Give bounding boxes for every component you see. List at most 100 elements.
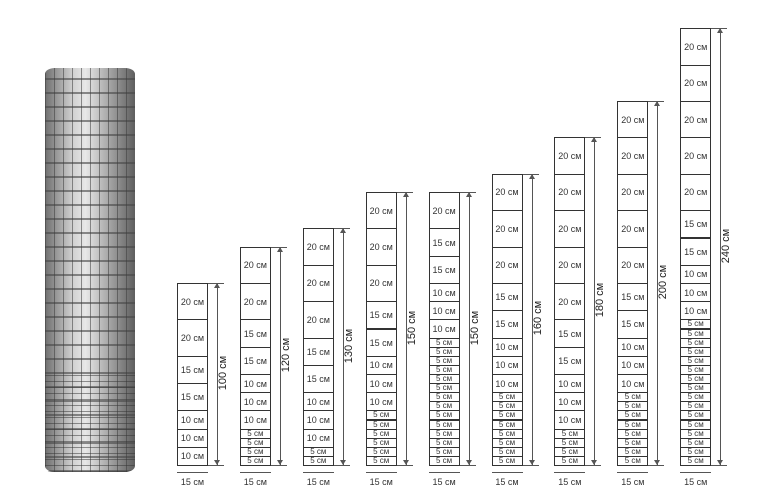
height-label: 160 см bbox=[531, 301, 544, 336]
mesh-cell: 10 см bbox=[302, 410, 334, 430]
width-dimension-arrow bbox=[302, 472, 334, 473]
mesh-cell: 10 см bbox=[239, 410, 271, 430]
mesh-cell: 10 см bbox=[239, 374, 271, 394]
mesh-cell: 15 см bbox=[680, 210, 712, 239]
dimension-tick-bottom bbox=[585, 465, 602, 466]
mesh-cell: 5 см bbox=[491, 455, 523, 466]
mesh-cell: 20 см bbox=[554, 137, 586, 175]
dimension-tick-bottom bbox=[522, 465, 539, 466]
mesh-cell: 10 см bbox=[428, 319, 460, 339]
width-dimension-arrow bbox=[554, 472, 586, 473]
height-label: 100 см bbox=[217, 355, 229, 391]
mesh-cell: 20 см bbox=[365, 192, 397, 230]
mesh-cell: 15 см bbox=[365, 328, 397, 357]
width-label: 15 см bbox=[621, 477, 645, 487]
width-label: 15 см bbox=[432, 477, 456, 487]
mesh-cell: 10 см bbox=[680, 301, 712, 321]
mesh-cell: 20 см bbox=[177, 319, 208, 357]
height-dimension-arrow bbox=[214, 283, 220, 465]
width-dimension-arrow bbox=[428, 472, 460, 473]
height-dimension-arrow bbox=[276, 246, 283, 466]
height-label: 240 см bbox=[720, 228, 733, 263]
mesh-cell: 5 см bbox=[239, 455, 271, 466]
mesh-cell: 10 см bbox=[365, 392, 397, 412]
dimension-tick-bottom bbox=[396, 465, 413, 466]
height-label: 150 см bbox=[405, 310, 418, 345]
mesh-cell: 20 см bbox=[428, 192, 460, 230]
mesh-cell: 10 см bbox=[239, 392, 271, 412]
mesh-cell: 20 см bbox=[491, 173, 523, 212]
mesh-cell: 10 см bbox=[617, 374, 649, 394]
mesh-cell: 15 см bbox=[680, 237, 712, 266]
dimension-tick-bottom bbox=[711, 465, 728, 466]
mesh-cell: 20 см bbox=[302, 228, 334, 266]
width-label: 15 см bbox=[495, 477, 519, 487]
mesh-cell: 20 см bbox=[302, 301, 334, 339]
mesh-cell: 20 см bbox=[239, 246, 271, 284]
width-dimension-arrow bbox=[239, 472, 271, 473]
mesh-cell: 20 см bbox=[365, 264, 397, 303]
width-label: 15 см bbox=[558, 477, 582, 487]
width-dimension-arrow bbox=[177, 472, 208, 473]
mesh-cell: 20 см bbox=[365, 228, 397, 266]
mesh-cell: 15 см bbox=[428, 228, 460, 257]
mesh-cell: 15 см bbox=[491, 283, 523, 312]
mesh-cell: 10 см bbox=[554, 392, 586, 412]
height-dimension-arrow bbox=[339, 228, 346, 465]
mesh-cell: 15 см bbox=[491, 310, 523, 339]
mesh-cell: 5 см bbox=[554, 455, 586, 466]
mesh-cell: 20 см bbox=[554, 283, 586, 321]
height-dimension-arrow bbox=[717, 28, 724, 465]
width-dimension-arrow bbox=[365, 472, 397, 473]
dimension-tick-bottom bbox=[459, 465, 476, 466]
mesh-cell: 10 см bbox=[428, 283, 460, 303]
width-label: 15 см bbox=[369, 477, 393, 487]
mesh-cell: 20 см bbox=[680, 101, 712, 139]
mesh-cell: 10 см bbox=[617, 355, 649, 375]
mesh-cell: 20 см bbox=[491, 210, 523, 248]
mesh-cell: 10 см bbox=[554, 374, 586, 394]
mesh-cell: 15 см bbox=[177, 355, 208, 385]
mesh-cell: 15 см bbox=[554, 346, 586, 375]
mesh-cell: 20 см bbox=[177, 283, 208, 321]
mesh-cell: 10 см bbox=[302, 392, 334, 412]
mesh-cell: 10 см bbox=[680, 283, 712, 303]
mesh-cell: 5 см bbox=[365, 455, 397, 466]
width-label: 15 см bbox=[684, 477, 708, 487]
height-label: 200 см bbox=[657, 264, 670, 300]
height-dimension-arrow bbox=[402, 192, 409, 465]
mesh-cell: 10 см bbox=[428, 301, 460, 321]
mesh-cell: 5 см bbox=[302, 455, 334, 466]
mesh-cell: 15 см bbox=[239, 346, 271, 375]
mesh-cell: 20 см bbox=[617, 210, 649, 248]
dimension-tick-bottom bbox=[333, 465, 350, 466]
mesh-cell: 20 см bbox=[617, 246, 649, 284]
width-label: 15 см bbox=[180, 477, 205, 487]
height-label: 120 см bbox=[279, 337, 292, 373]
mesh-cell: 15 см bbox=[302, 337, 334, 366]
mesh-cell: 10 см bbox=[491, 355, 523, 375]
mesh-cell: 10 см bbox=[302, 428, 334, 448]
mesh-cell: 20 см bbox=[617, 137, 649, 175]
mesh-cell: 15 см bbox=[617, 310, 649, 339]
height-dimension-arrow bbox=[528, 173, 535, 466]
mesh-cell: 20 см bbox=[302, 264, 334, 303]
height-label: 180 см bbox=[594, 282, 607, 318]
mesh-cell: 10 см bbox=[617, 337, 649, 357]
mesh-cell: 15 см bbox=[428, 255, 460, 284]
mesh-cell: 15 см bbox=[554, 319, 586, 348]
mesh-cell: 15 см bbox=[302, 364, 334, 394]
mesh-cell: 10 см bbox=[491, 337, 523, 357]
mesh-cell: 10 см bbox=[554, 410, 586, 430]
mesh-cell: 5 см bbox=[428, 455, 460, 466]
mesh-cell: 20 см bbox=[680, 137, 712, 175]
width-dimension-arrow bbox=[617, 472, 649, 473]
width-dimension-arrow bbox=[491, 472, 523, 473]
mesh-cell: 20 см bbox=[680, 28, 712, 66]
mesh-cell: 15 см bbox=[177, 383, 208, 412]
mesh-cell: 15 см bbox=[617, 283, 649, 312]
height-dimension-arrow bbox=[591, 137, 598, 465]
mesh-cell: 20 см bbox=[680, 64, 712, 102]
mesh-cell: 20 см bbox=[617, 101, 649, 139]
